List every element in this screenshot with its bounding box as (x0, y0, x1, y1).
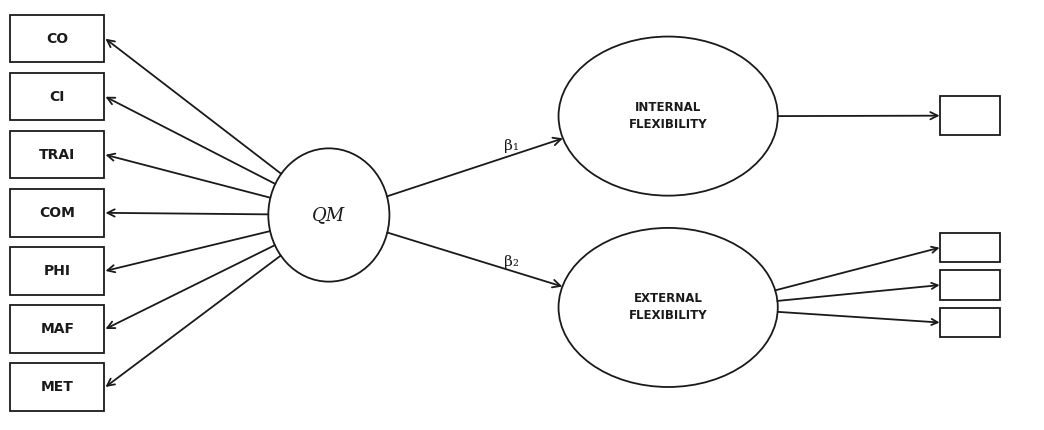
Text: COM: COM (40, 206, 75, 220)
Bar (10, 189, 104, 236)
Bar (940, 308, 1000, 337)
Text: PHI: PHI (44, 264, 71, 278)
Ellipse shape (268, 148, 389, 282)
Text: CI: CI (50, 90, 65, 104)
Bar (940, 96, 1000, 135)
Ellipse shape (559, 228, 778, 387)
Bar (10, 73, 104, 120)
Bar (10, 363, 104, 411)
Text: TRAI: TRAI (40, 148, 75, 162)
Text: MET: MET (41, 380, 74, 394)
Text: QM: QM (312, 206, 346, 224)
Bar (10, 247, 104, 295)
Bar (940, 233, 1000, 262)
Text: INTERNAL
FLEXIBILITY: INTERNAL FLEXIBILITY (628, 101, 708, 131)
Bar (10, 15, 104, 62)
Text: CO: CO (46, 32, 69, 46)
Ellipse shape (559, 37, 778, 196)
Text: EXTERNAL
FLEXIBILITY: EXTERNAL FLEXIBILITY (628, 292, 708, 322)
Text: MAF: MAF (41, 322, 74, 336)
Bar (10, 305, 104, 353)
Text: β₂: β₂ (504, 255, 519, 269)
Text: β₁: β₁ (504, 139, 519, 153)
Bar (10, 131, 104, 178)
Bar (940, 270, 1000, 300)
